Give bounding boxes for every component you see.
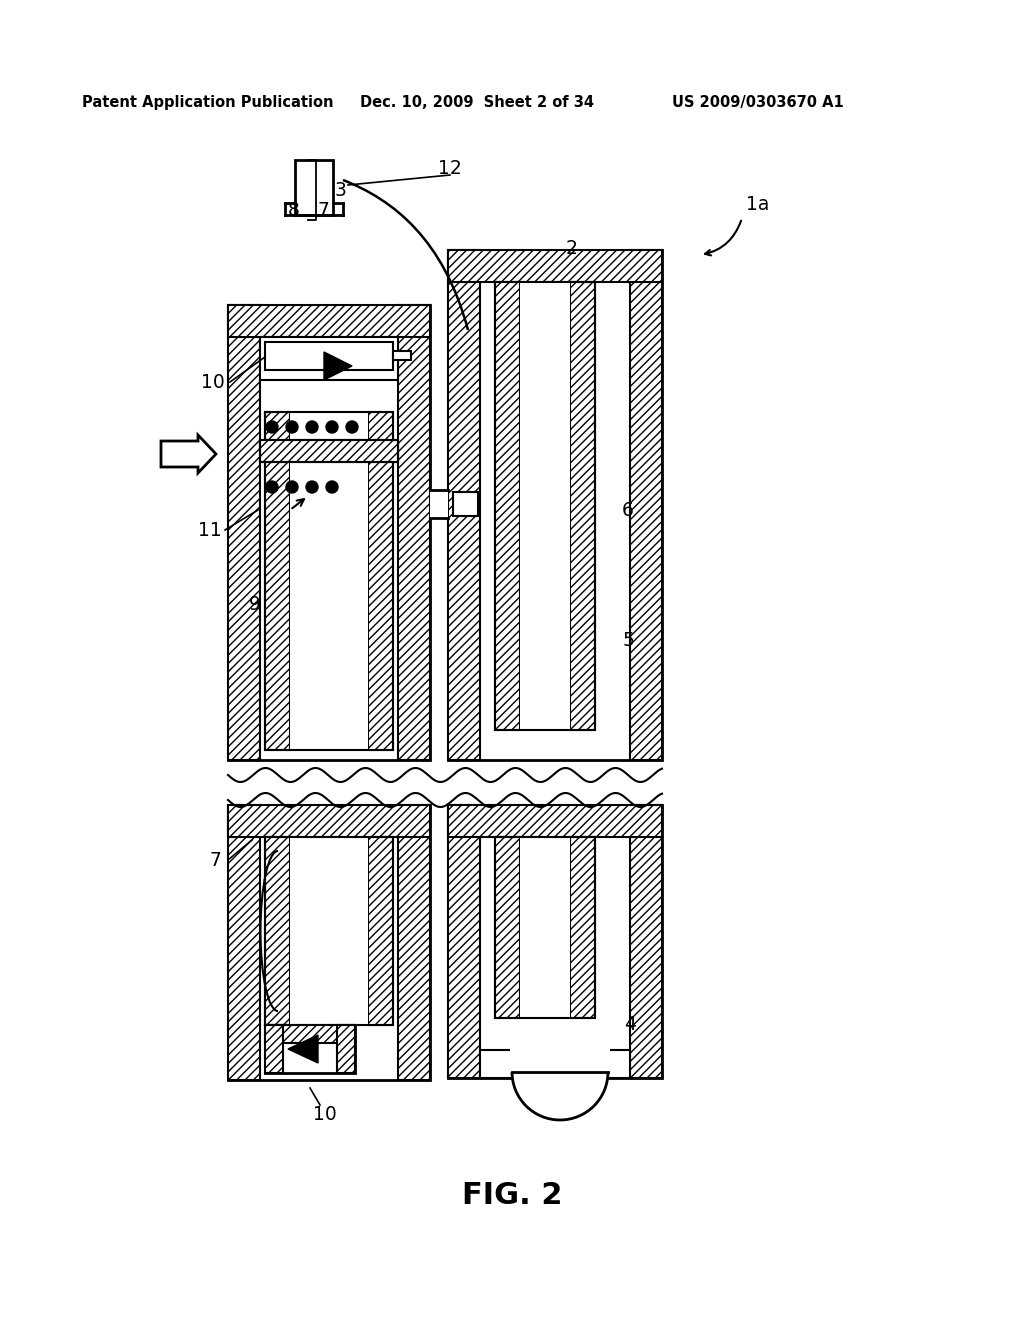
Text: Patent Application Publication: Patent Application Publication: [82, 95, 334, 110]
Polygon shape: [324, 352, 352, 380]
Bar: [228, 305, 260, 760]
Bar: [398, 805, 430, 1080]
Circle shape: [286, 421, 298, 433]
Bar: [449, 805, 662, 837]
Circle shape: [306, 421, 318, 433]
Bar: [570, 282, 595, 730]
Bar: [520, 837, 570, 1018]
Circle shape: [326, 480, 338, 492]
Text: 11: 11: [198, 520, 222, 540]
Text: 3: 3: [334, 181, 346, 199]
Circle shape: [326, 421, 338, 433]
Bar: [480, 1049, 630, 1078]
Bar: [449, 805, 480, 1078]
Bar: [495, 282, 595, 730]
Text: 7: 7: [317, 201, 329, 219]
Bar: [295, 160, 333, 215]
Bar: [449, 249, 662, 760]
Bar: [570, 837, 595, 1018]
Bar: [449, 249, 480, 760]
Bar: [260, 440, 398, 462]
Polygon shape: [288, 1035, 318, 1063]
Bar: [260, 440, 398, 462]
Text: FIG. 2: FIG. 2: [462, 1180, 562, 1209]
Bar: [265, 837, 393, 1026]
Bar: [265, 342, 393, 370]
Circle shape: [512, 1024, 608, 1119]
Bar: [393, 351, 411, 360]
Bar: [265, 412, 393, 750]
Bar: [495, 837, 595, 1018]
Bar: [265, 412, 290, 750]
Bar: [368, 837, 393, 1026]
Text: 4: 4: [624, 1015, 636, 1035]
Text: 1a: 1a: [746, 195, 770, 214]
Text: 5: 5: [622, 631, 634, 649]
Bar: [260, 337, 398, 380]
Bar: [265, 1026, 283, 1073]
Bar: [290, 412, 368, 750]
Circle shape: [286, 480, 298, 492]
Text: 12: 12: [438, 158, 462, 177]
Bar: [265, 837, 290, 1026]
Text: US 2009/0303670 A1: US 2009/0303670 A1: [672, 95, 844, 110]
FancyArrow shape: [161, 436, 216, 473]
Bar: [453, 492, 478, 516]
Bar: [228, 805, 430, 1080]
Circle shape: [346, 421, 358, 433]
Bar: [337, 1026, 355, 1073]
Circle shape: [306, 480, 318, 492]
Bar: [228, 805, 260, 1080]
Bar: [449, 249, 662, 282]
Text: 6: 6: [622, 500, 634, 520]
Bar: [630, 805, 662, 1078]
Bar: [228, 305, 430, 760]
Bar: [398, 305, 430, 760]
Circle shape: [266, 480, 278, 492]
Bar: [449, 805, 662, 1078]
Bar: [368, 412, 393, 750]
Bar: [290, 837, 368, 1026]
Bar: [430, 490, 449, 517]
Bar: [228, 805, 430, 837]
Bar: [228, 305, 430, 337]
Bar: [265, 1026, 355, 1043]
Circle shape: [266, 421, 278, 433]
Bar: [510, 1022, 610, 1072]
Bar: [495, 837, 520, 1018]
Bar: [265, 1026, 355, 1073]
Text: 10: 10: [201, 372, 225, 392]
Text: 2: 2: [566, 239, 578, 257]
Text: 10: 10: [313, 1106, 337, 1125]
Text: 9: 9: [249, 595, 261, 615]
Text: Dec. 10, 2009  Sheet 2 of 34: Dec. 10, 2009 Sheet 2 of 34: [360, 95, 594, 110]
Bar: [630, 249, 662, 760]
Text: 8: 8: [288, 201, 300, 219]
Bar: [520, 282, 570, 730]
Text: 7: 7: [209, 850, 221, 870]
Bar: [495, 282, 520, 730]
